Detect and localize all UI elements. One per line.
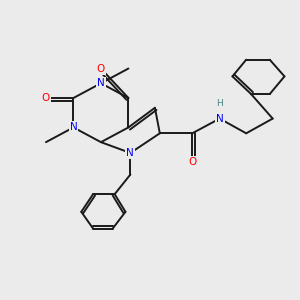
Text: N: N <box>127 148 134 158</box>
Text: N: N <box>97 78 105 88</box>
Text: H: H <box>216 99 223 108</box>
Text: O: O <box>97 64 105 74</box>
Text: O: O <box>42 93 50 103</box>
Text: O: O <box>188 157 196 167</box>
Text: N: N <box>216 114 224 124</box>
Text: N: N <box>70 122 77 132</box>
